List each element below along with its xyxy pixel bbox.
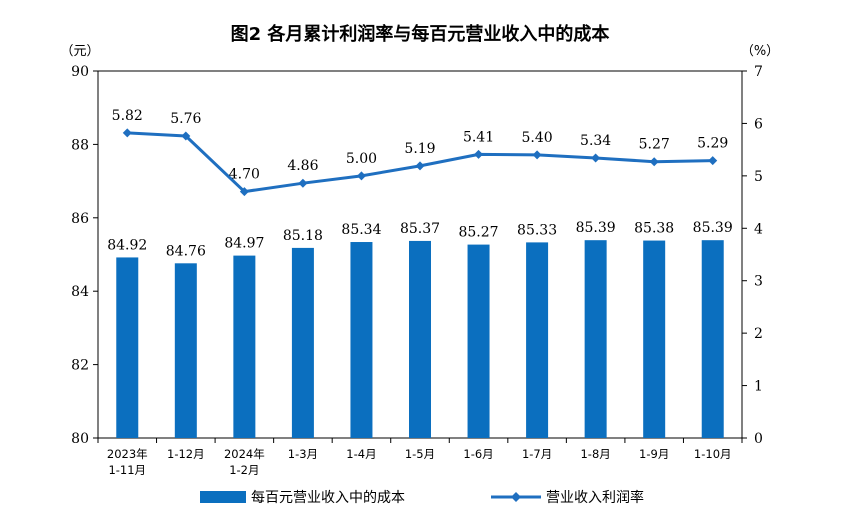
left-axis-unit: （元） [60, 44, 99, 59]
cost-bar-label: 85.39 [693, 220, 733, 236]
x-axis-category-line: 1-2月 [229, 463, 259, 477]
x-axis-category-label: 1-8月 [580, 447, 610, 461]
profit-margin-marker [649, 157, 659, 167]
x-axis-category-label: 1-12月 [167, 447, 205, 461]
x-axis-category-label: 1-4月 [346, 447, 376, 461]
x-axis-category-label: 1-9月 [639, 447, 669, 461]
x-axis-category-line: 1-9月 [639, 447, 669, 461]
cost-bar [584, 240, 607, 438]
right-axis-tick-label: 7 [754, 64, 763, 80]
left-axis-tick-label: 88 [71, 137, 89, 153]
profit-margin-label: 5.27 [639, 137, 670, 153]
cost-bar [643, 240, 666, 438]
left-axis-tick-label: 90 [71, 64, 89, 80]
cost-bar-label: 85.33 [517, 222, 557, 238]
profit-margin-label: 5.34 [580, 133, 611, 149]
x-axis-category-label: 1-10月 [694, 447, 732, 461]
right-axis-tick-label: 6 [754, 116, 763, 132]
left-axis-tick-label: 82 [71, 358, 89, 374]
cost-bar-label: 84.97 [224, 236, 264, 252]
x-axis-category-label: 2023年 1-11月 [107, 447, 148, 477]
profit-margin-label: 5.19 [404, 141, 435, 157]
x-axis-category-label: 1-7月 [522, 447, 552, 461]
profit-margin-label: 5.76 [170, 111, 201, 127]
x-axis-category-line: 1-8月 [580, 447, 610, 461]
x-axis-category-line: 1-5月 [405, 447, 435, 461]
x-axis-category-line: 1-3月 [288, 447, 318, 461]
profit-margin-label: 5.41 [463, 129, 494, 145]
x-axis-category-line: 1-10月 [694, 447, 732, 461]
cost-bar-label: 85.18 [283, 228, 323, 244]
profit-margin-marker [415, 161, 425, 171]
right-axis-unit: （%） [741, 44, 779, 59]
cost-bar-label: 85.27 [458, 225, 498, 241]
profit-margin-marker [239, 187, 249, 197]
left-axis-tick-label: 86 [71, 211, 89, 227]
cost-bar [701, 240, 724, 438]
cost-bar-label: 85.37 [400, 221, 440, 237]
profit-margin-marker [708, 156, 718, 166]
cost-bar-label: 85.39 [576, 220, 616, 236]
cost-bar-label: 85.34 [341, 222, 381, 238]
x-axis-category-line: 1-6月 [463, 447, 493, 461]
profit-margin-marker [356, 171, 366, 181]
profit-margin-marker [474, 149, 484, 159]
x-axis-category-label: 1-6月 [463, 447, 493, 461]
cost-bar [409, 240, 431, 438]
x-axis-category-line: 1-4月 [346, 447, 376, 461]
cost-bar-label: 84.92 [107, 237, 147, 253]
right-axis-tick-label: 1 [754, 379, 763, 395]
x-axis-category-line: 1-7月 [522, 447, 552, 461]
cost-bar [174, 263, 197, 438]
right-axis-tick-label: 4 [754, 221, 763, 237]
left-axis-tick-label: 84 [71, 284, 89, 300]
profit-margin-label: 4.86 [287, 158, 318, 174]
x-axis-category-label: 2024年 1-2月 [224, 447, 265, 477]
profit-margin-marker [532, 150, 542, 160]
profit-margin-marker [591, 153, 601, 163]
right-axis-tick-label: 0 [754, 431, 763, 447]
cost-bar [291, 247, 314, 438]
legend-line-marker [511, 492, 521, 502]
cost-bar [233, 255, 256, 438]
plot-area: 80 82 84 86 88 90 0 1 2 3 4 5 6 7 2023年 1-11月 1-12月 2024年… [71, 64, 763, 477]
cost-bar [350, 242, 373, 438]
cost-bar [526, 242, 549, 438]
profit-margin-label: 5.82 [112, 108, 143, 124]
x-axis-category-label: 1-5月 [405, 447, 435, 461]
right-axis-tick-label: 2 [754, 326, 763, 342]
profit-margin-marker [298, 178, 308, 188]
x-axis-category-line: 1-12月 [167, 447, 205, 461]
legend-bar-label: 每百元营业收入中的成本 [251, 490, 405, 506]
legend: 每百元营业收入中的成本 营业收入利润率 [200, 489, 644, 506]
left-axis-tick-label: 80 [71, 431, 89, 447]
x-axis-category-line: 2023年 [107, 447, 148, 461]
chart-title: 图2 各月累计利润率与每百元营业收入中的成本 [231, 23, 610, 45]
x-axis-category-line: 2024年 [224, 447, 265, 461]
profit-margin-marker [181, 131, 191, 141]
x-axis-category-label: 1-3月 [288, 447, 318, 461]
cost-bar-label: 84.76 [166, 243, 206, 259]
profit-margin-marker [122, 128, 132, 138]
legend-line-label: 营业收入利润率 [546, 489, 644, 506]
legend-bar-swatch [200, 491, 246, 503]
cost-bar [467, 244, 490, 438]
profit-margin-label: 5.29 [697, 136, 728, 152]
cost-bar [116, 257, 139, 438]
profit-margin-label: 4.70 [229, 167, 260, 183]
right-axis-tick-label: 5 [754, 169, 763, 185]
right-axis-tick-label: 3 [754, 274, 763, 290]
x-axis-category-line: 1-11月 [108, 463, 146, 477]
profit-margin-label: 5.40 [522, 130, 553, 146]
profit-margin-label: 5.00 [346, 151, 377, 167]
cost-bar-label: 85.38 [634, 221, 674, 237]
